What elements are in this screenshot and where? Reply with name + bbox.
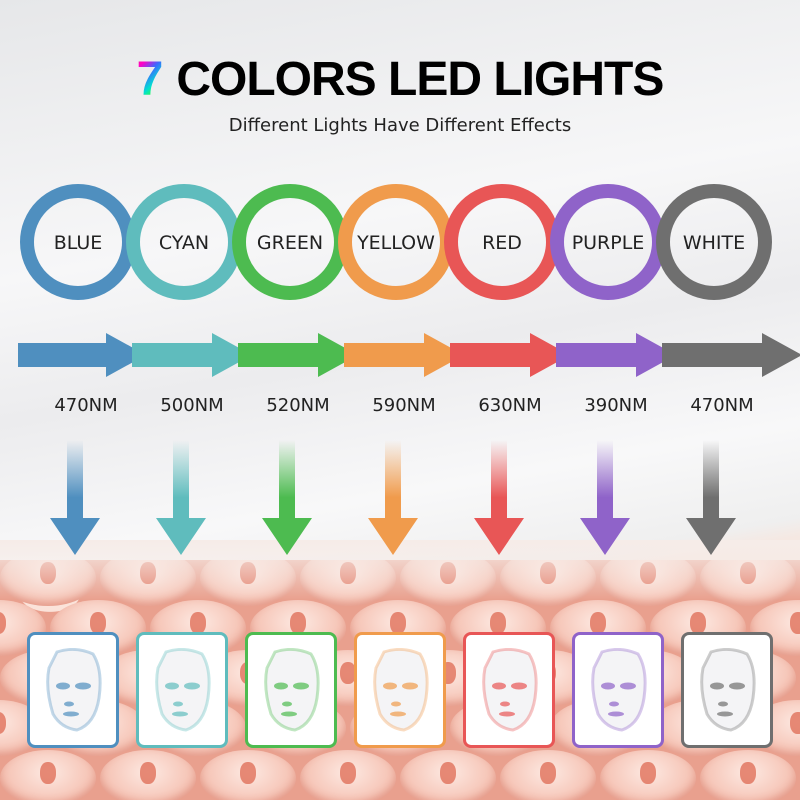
mask-card-green (245, 632, 337, 748)
down-arrow-purple (580, 440, 630, 555)
led-mask-icon (700, 648, 756, 732)
mask-card-blue (27, 632, 119, 748)
wavelength-label: 390NM (584, 395, 647, 416)
arrow-segment-purple (556, 333, 676, 377)
mask-card-red (463, 632, 555, 748)
led-mask-icon (46, 648, 102, 732)
led-mask-icon (591, 648, 647, 732)
mask-card-purple (572, 632, 664, 748)
skin-cell (600, 750, 696, 800)
ring-white (656, 184, 772, 300)
title-number: 7 (136, 53, 164, 106)
led-mask-icon (155, 648, 211, 732)
down-arrow-yellow (368, 440, 418, 555)
led-mask-icon (482, 648, 538, 732)
arrow-segment-cyan (132, 333, 252, 377)
wavelength-label: 470NM (690, 395, 753, 416)
wavelength-label: 590NM (372, 395, 435, 416)
skin-cell (0, 750, 96, 800)
page-title: 7 COLORS LED LIGHTS (0, 52, 800, 107)
background-fade (0, 540, 800, 600)
mask-card-cyan (136, 632, 228, 748)
down-arrow-white (686, 440, 736, 555)
down-arrow-blue (50, 440, 100, 555)
arrow-segment-white (662, 333, 800, 377)
light-name-label: YELLOW (356, 232, 435, 254)
arrow-segment-green (238, 333, 358, 377)
skin-cell (300, 750, 396, 800)
down-arrow-cyan (156, 440, 206, 555)
down-arrow-green (262, 440, 312, 555)
skin-cell (700, 750, 796, 800)
down-arrow-red (474, 440, 524, 555)
title-text: COLORS LED LIGHTS (176, 53, 664, 106)
light-name-label: RED (482, 232, 522, 254)
skin-cell (200, 750, 296, 800)
wavelength-label: 500NM (160, 395, 223, 416)
light-name-label: PURPLE (572, 232, 645, 254)
arrow-segment-yellow (344, 333, 464, 377)
light-name-label: CYAN (159, 232, 209, 254)
light-name-label: GREEN (257, 232, 323, 254)
led-mask-icon (373, 648, 429, 732)
led-mask-icon (264, 648, 320, 732)
skin-cell (400, 750, 496, 800)
light-name-label: BLUE (54, 232, 103, 254)
wavelength-label: 470NM (54, 395, 117, 416)
light-name-label: WHITE (683, 232, 745, 254)
skin-cell (100, 750, 196, 800)
wavelength-label: 630NM (478, 395, 541, 416)
wavelength-label: 520NM (266, 395, 329, 416)
skin-cell (500, 750, 596, 800)
mask-card-white (681, 632, 773, 748)
arrow-segment-blue (18, 333, 146, 377)
subtitle: Different Lights Have Different Effects (228, 115, 572, 136)
arrow-segment-red (450, 333, 570, 377)
mask-card-yellow (354, 632, 446, 748)
